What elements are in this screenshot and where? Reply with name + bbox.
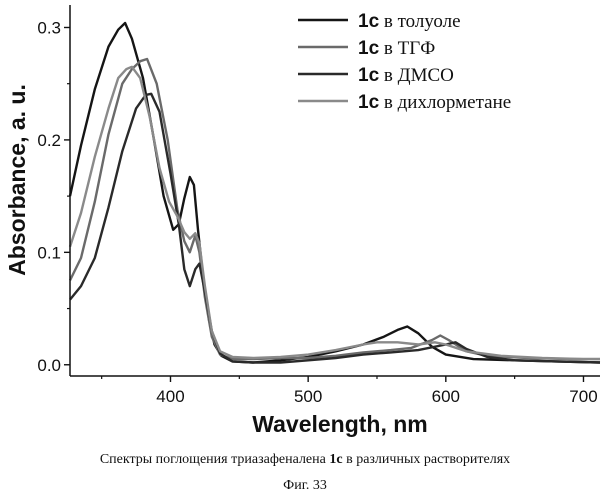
legend-label-3: 1c в ДМСО	[358, 65, 454, 86]
y-tick-label: 0.1	[37, 243, 61, 262]
legend-label-1: 1c в толуоле	[358, 11, 461, 32]
figure-number: Фиг. 33	[0, 478, 610, 494]
ticks: 400 500 600 700 0.0 0.1 0.2 0.3	[37, 18, 597, 406]
absorbance-chart: 4005006007000.00.10.20.3 Wavelength, nm …	[0, 0, 610, 440]
series-line-2	[70, 59, 600, 359]
series-line-3	[70, 94, 600, 363]
y-tick-label: 0.3	[37, 18, 61, 37]
x-tick-label: 600	[432, 387, 460, 406]
x-axis-title: Wavelength, nm	[252, 411, 428, 437]
y-tick-label: 0.0	[37, 356, 61, 375]
x-tick-label: 700	[569, 387, 597, 406]
y-axis-title: Absorbance, a. u.	[4, 84, 30, 276]
figure-caption: Спектры поглощения триазафеналена 1c в р…	[0, 452, 610, 468]
caption-compound: 1c	[329, 452, 342, 467]
legend-label-4: 1c в дихлорметане	[358, 92, 511, 113]
caption-text-end: в различных растворителях	[343, 452, 511, 467]
legend: 1c в толуоле 1c в ТГФ 1c в ДМСО 1c в дихлор…	[298, 11, 511, 113]
caption-text-start: Спектры поглощения триазафеналена	[100, 452, 330, 467]
x-tick-label: 500	[294, 387, 322, 406]
y-tick-label: 0.2	[37, 131, 61, 150]
legend-label-2: 1c в ТГФ	[358, 38, 435, 59]
axes	[70, 5, 600, 376]
x-tick-label: 400	[156, 387, 184, 406]
